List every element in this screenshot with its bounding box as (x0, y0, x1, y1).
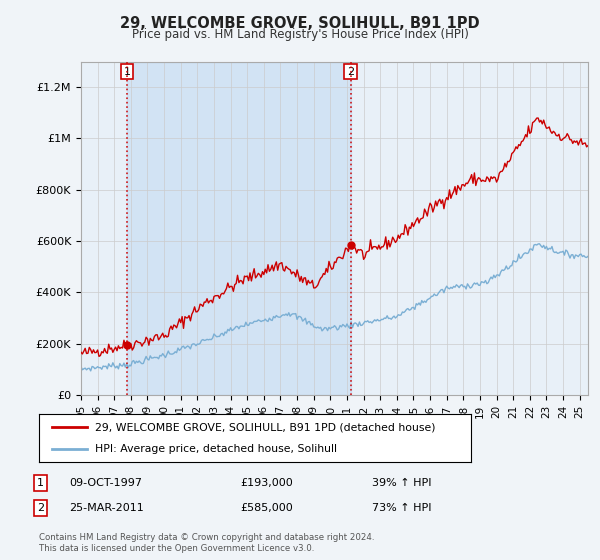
Text: 25-MAR-2011: 25-MAR-2011 (69, 503, 144, 513)
Text: 2: 2 (347, 67, 355, 77)
Text: Price paid vs. HM Land Registry's House Price Index (HPI): Price paid vs. HM Land Registry's House … (131, 28, 469, 41)
Text: £193,000: £193,000 (240, 478, 293, 488)
Text: £585,000: £585,000 (240, 503, 293, 513)
Text: 39% ↑ HPI: 39% ↑ HPI (372, 478, 431, 488)
Text: 1: 1 (124, 67, 131, 77)
Text: 73% ↑ HPI: 73% ↑ HPI (372, 503, 431, 513)
Text: HPI: Average price, detached house, Solihull: HPI: Average price, detached house, Soli… (95, 444, 337, 454)
Text: 29, WELCOMBE GROVE, SOLIHULL, B91 1PD (detached house): 29, WELCOMBE GROVE, SOLIHULL, B91 1PD (d… (95, 422, 436, 432)
Text: 09-OCT-1997: 09-OCT-1997 (69, 478, 142, 488)
Text: 29, WELCOMBE GROVE, SOLIHULL, B91 1PD: 29, WELCOMBE GROVE, SOLIHULL, B91 1PD (120, 16, 480, 31)
Text: 2: 2 (37, 503, 44, 513)
Bar (127, 62, 351, 395)
Text: 1: 1 (37, 478, 44, 488)
Text: Contains HM Land Registry data © Crown copyright and database right 2024.
This d: Contains HM Land Registry data © Crown c… (39, 533, 374, 553)
